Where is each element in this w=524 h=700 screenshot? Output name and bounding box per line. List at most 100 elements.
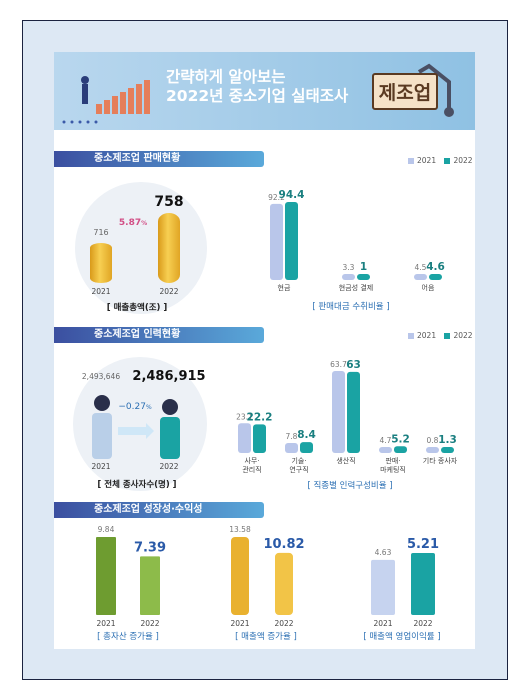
- data-label-2021: 4.63: [375, 548, 392, 557]
- assets-caption: [ 총자산 증가율 ]: [97, 632, 159, 642]
- sales-growth-caption: [ 매출액 증가율 ]: [235, 632, 297, 642]
- legend-workforce: 2021 2022: [402, 331, 473, 340]
- category-label-1: 현금성 결제: [339, 283, 373, 292]
- person-2021-head: [94, 395, 110, 411]
- mini-bar-graphic: [96, 80, 150, 114]
- legend-swatch-2021: [408, 158, 414, 164]
- data-label-2021: 9.84: [98, 525, 115, 534]
- job-composition-chart: 23.122.2 사무·관리직 7.8 8.4 기술·연구직 63.7 63 생산직 4.7 5.…: [236, 359, 458, 474]
- banner-illustration: [62, 63, 454, 124]
- bar-2022-1: [357, 274, 370, 280]
- data-label-2021-2: 4.5: [415, 263, 427, 272]
- data-label-2022: 10.82: [263, 537, 304, 552]
- bar-2021-3: [379, 446, 392, 453]
- year-label-2021: 2021: [373, 619, 392, 628]
- category-label-3: 마케팅직: [380, 465, 406, 474]
- data-label-2022-0: 94.4: [279, 189, 305, 201]
- bar-2022-0: [253, 424, 266, 453]
- legend-label-2022: 2022: [453, 156, 473, 165]
- bar-2022-2: [347, 371, 360, 453]
- data-label-2021-2: 63.7: [330, 360, 347, 369]
- legend-label-2021: 2021: [417, 156, 437, 165]
- legend-label-2021: 2021: [417, 331, 437, 340]
- revenue-growth: 5.87%: [118, 218, 148, 228]
- person-2021-body: [92, 413, 112, 459]
- bar-2022-1: [300, 442, 313, 453]
- data-label-2021-4: 0.8: [427, 436, 439, 445]
- category-label-4: 기타 종사자: [423, 456, 458, 465]
- bar-2022: [411, 553, 435, 615]
- data-label-2021-3: 4.7: [380, 436, 392, 445]
- person-figure: [82, 84, 88, 104]
- data-label-2021-0: 23.1: [236, 412, 253, 421]
- operating-margin-chart: 4.63 2021 5.21 2022: [371, 537, 439, 628]
- arrow-icon: [118, 423, 154, 439]
- legend-swatch-2021: [408, 333, 414, 339]
- legend-label-2022: 2022: [453, 331, 473, 340]
- legend-swatch-2022: [444, 333, 451, 339]
- banner-title: 간략하게 알아보는 2022년 중소기업 실태조사: [166, 68, 349, 105]
- data-label-2022: 7.39: [134, 540, 166, 555]
- category-label-2: 어음: [422, 283, 435, 292]
- year-label-2022: 2022: [274, 619, 293, 628]
- employees-caption: [ 전체 종사자수(명) ]: [97, 480, 177, 490]
- year-label-2022: 2022: [140, 619, 159, 628]
- header-banner: 간략하게 알아보는 2022년 중소기업 실태조사 제조업: [54, 52, 475, 130]
- bar-2022-2: [429, 274, 442, 280]
- employees-year-2022: 2022: [159, 462, 179, 471]
- margin-caption: [ 매출액 영업이익률 ]: [363, 632, 441, 642]
- payment-chart-caption: [ 판매대금 수취비율 ]: [312, 302, 390, 312]
- data-label-2022-1: 8.4: [297, 429, 316, 441]
- bar-2021-2: [332, 371, 345, 453]
- person-2022-body: [160, 417, 180, 459]
- section-title-sales: 중소제조업 판매현황: [54, 151, 264, 167]
- legend-swatch-2022: [444, 158, 451, 164]
- employees-change: −0.27%: [118, 402, 152, 412]
- bar-2022: [140, 556, 160, 615]
- data-label-2022-0: 22.2: [247, 411, 273, 423]
- data-label-2022-2: 63: [346, 359, 361, 371]
- revenue-year-2022: 2022: [159, 287, 179, 296]
- bar-2021-1: [342, 274, 355, 280]
- category-label-0: 사무·: [244, 456, 259, 465]
- bar-2021-2: [414, 274, 427, 280]
- section-title-growth: 중소제조업 성장성·수익성: [54, 502, 264, 518]
- data-label-2022: 5.21: [407, 537, 439, 552]
- payment-ratio-chart: 92.294.4 현금 3.3 1 현금성 결제 4.5 4.6 어음: [268, 189, 445, 292]
- bar-2022-3: [394, 446, 407, 453]
- jobs-chart-caption: [ 직종별 인력구성비율 ]: [307, 481, 393, 491]
- asset-growth-chart: 9.84 2021 7.39 2022: [96, 525, 166, 628]
- category-label-1: 연구직: [289, 465, 308, 474]
- section-title-workforce: 중소제조업 인력현황: [54, 327, 264, 343]
- data-label-2021-1: 3.3: [343, 263, 355, 272]
- employees-year-2021: 2021: [91, 462, 111, 471]
- bar-2021-0: [238, 423, 251, 453]
- crane-arm: [417, 63, 451, 112]
- data-label-2022-4: 1.3: [438, 434, 457, 446]
- legend-sales: 2021 2022: [402, 156, 473, 165]
- revenue-2021-value: 716: [93, 228, 109, 237]
- industry-tag: 제조업: [372, 73, 438, 110]
- year-label-2021: 2021: [96, 619, 115, 628]
- bar-2022: [275, 552, 293, 615]
- coin-stack-2022: [158, 213, 180, 283]
- revenue-2022-value: 758: [154, 194, 184, 210]
- revenue-caption: [ 매출총액(조) ]: [106, 303, 168, 313]
- bar-2021: [231, 537, 249, 615]
- year-label-2021: 2021: [230, 619, 249, 628]
- coin-stack-2021: [90, 243, 112, 283]
- person-2022-head: [162, 399, 178, 415]
- employee-figures: [92, 395, 180, 459]
- employees-2022-value: 2,486,915: [132, 369, 206, 384]
- sales-growth-chart: 13.58 2021 10.82 2022: [229, 525, 304, 628]
- bar-2022-0: [285, 202, 298, 280]
- data-label-2021: 13.58: [229, 525, 251, 534]
- bar-2021-1: [285, 442, 298, 453]
- category-label-1: 기술·: [291, 456, 306, 465]
- category-label-0: 현금: [278, 284, 291, 292]
- employees-2021-value: 2,493,646: [81, 372, 121, 381]
- category-label-0: 관리직: [242, 465, 261, 474]
- bar-2021-0: [270, 203, 283, 280]
- data-label-2021-1: 7.8: [286, 432, 298, 441]
- year-label-2022: 2022: [413, 619, 432, 628]
